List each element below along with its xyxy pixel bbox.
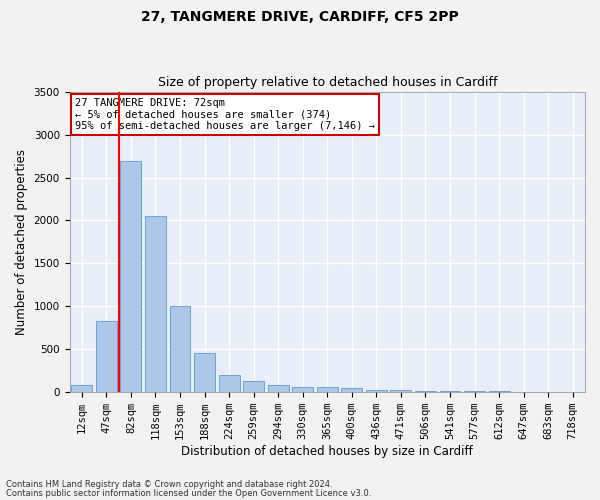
Bar [243,380,264,392]
Text: 27 TANGMERE DRIVE: 72sqm
← 5% of detached houses are smaller (374)
95% of semi-d: 27 TANGMERE DRIVE: 72sqm ← 5% of detache… [74,98,374,131]
Bar [317,388,338,392]
Text: Contains public sector information licensed under the Open Government Licence v3: Contains public sector information licen… [6,488,371,498]
Y-axis label: Number of detached properties: Number of detached properties [15,149,28,335]
Text: 27, TANGMERE DRIVE, CARDIFF, CF5 2PP: 27, TANGMERE DRIVE, CARDIFF, CF5 2PP [141,10,459,24]
Bar [415,391,436,392]
Bar [96,320,117,392]
Bar [391,390,412,392]
Bar [218,374,239,392]
Bar [366,390,387,392]
Bar [268,386,289,392]
X-axis label: Distribution of detached houses by size in Cardiff: Distribution of detached houses by size … [181,444,473,458]
Bar [341,388,362,392]
Bar [170,306,190,392]
Bar [292,386,313,392]
Title: Size of property relative to detached houses in Cardiff: Size of property relative to detached ho… [158,76,497,90]
Bar [121,160,142,392]
Bar [71,385,92,392]
Bar [145,216,166,392]
Bar [440,391,460,392]
Bar [194,353,215,392]
Text: Contains HM Land Registry data © Crown copyright and database right 2024.: Contains HM Land Registry data © Crown c… [6,480,332,489]
